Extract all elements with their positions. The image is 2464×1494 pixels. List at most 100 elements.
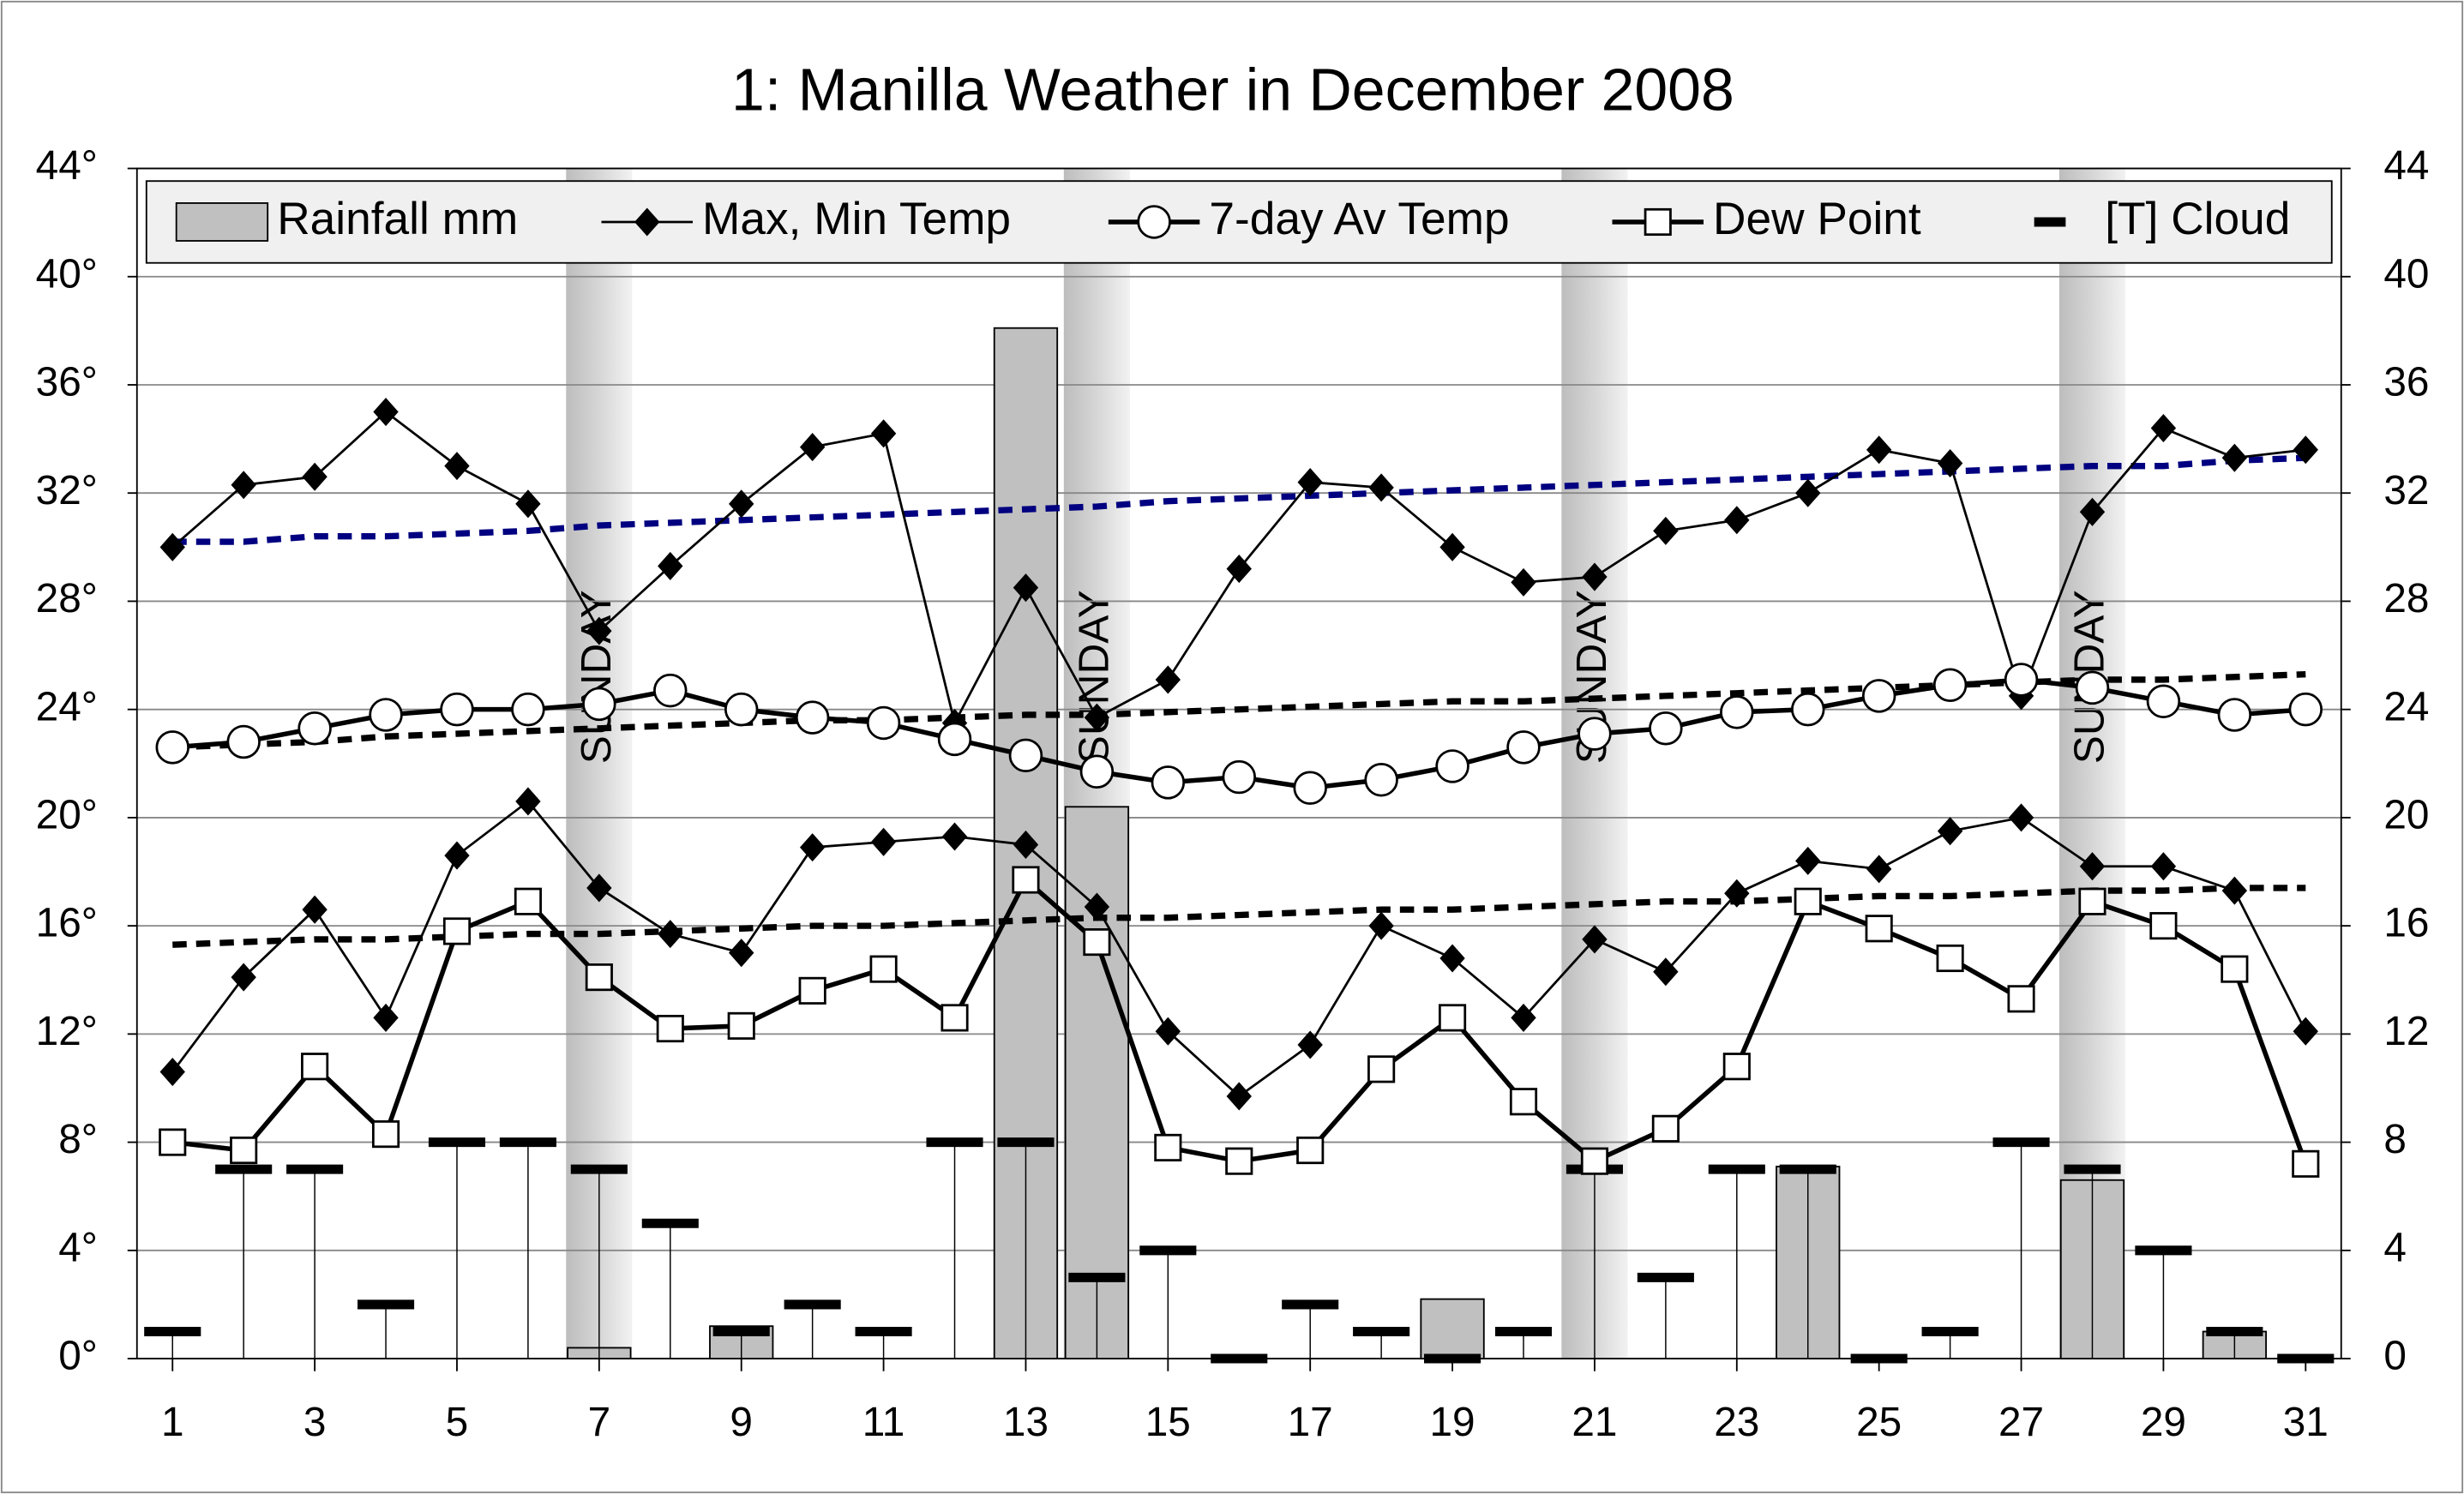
square-marker bbox=[727, 1011, 755, 1040]
rain-bar bbox=[1420, 1298, 1485, 1359]
legend-marker bbox=[634, 207, 660, 237]
circle-marker bbox=[1932, 668, 1968, 703]
x-tick-label: 21 bbox=[1572, 1400, 1617, 1445]
diamond-marker bbox=[515, 787, 541, 816]
x-tick-label: 1 bbox=[161, 1400, 184, 1445]
square-marker bbox=[514, 887, 542, 915]
circle-marker bbox=[511, 692, 545, 727]
diamond-marker bbox=[1724, 879, 1750, 908]
square-marker bbox=[798, 976, 826, 1005]
circle-marker bbox=[1649, 711, 1683, 746]
x-tick-label: 23 bbox=[1714, 1400, 1759, 1445]
sunday-label: SUNDAY bbox=[1069, 590, 1117, 764]
diamond-marker bbox=[1937, 817, 1963, 846]
diamond-marker bbox=[1084, 703, 1110, 732]
diamond-marker bbox=[870, 827, 897, 856]
y-tick-label: 40° bbox=[36, 251, 98, 297]
y-tick-label: 0° bbox=[58, 1334, 98, 1379]
diamond-marker bbox=[515, 489, 541, 519]
circle-marker bbox=[582, 687, 616, 722]
square-marker bbox=[2149, 912, 2178, 940]
diamond-marker bbox=[1866, 855, 1892, 884]
y2-tick-label: 32 bbox=[2383, 468, 2429, 513]
diamond-marker bbox=[2079, 852, 2106, 881]
y-tick-label: 28° bbox=[36, 576, 98, 621]
circle-marker bbox=[795, 700, 830, 735]
x-tick-label: 29 bbox=[2141, 1400, 2186, 1445]
legend-label: 7-day Av Temp bbox=[1209, 194, 1509, 244]
circle-marker bbox=[1151, 765, 1186, 800]
circle-marker bbox=[1720, 695, 1754, 729]
diamond-marker bbox=[658, 920, 683, 949]
circle-marker bbox=[724, 692, 759, 727]
y2-tick-label: 4 bbox=[2383, 1225, 2407, 1270]
circle-marker bbox=[2146, 684, 2181, 718]
diamond-marker bbox=[729, 939, 754, 968]
x-tick-label: 15 bbox=[1145, 1400, 1191, 1445]
diamond-marker bbox=[1439, 532, 1465, 561]
square-marker bbox=[159, 1128, 187, 1156]
circle-marker bbox=[1435, 749, 1469, 783]
diamond-marker bbox=[1368, 911, 1394, 940]
circle-marker bbox=[1079, 754, 1115, 789]
y-tick-label: 36° bbox=[36, 360, 98, 405]
x-tick-label: 13 bbox=[1003, 1400, 1049, 1445]
diamond-marker bbox=[1866, 435, 1892, 465]
square-marker bbox=[2292, 1149, 2320, 1178]
diamond-marker bbox=[1297, 468, 1323, 497]
diamond-marker bbox=[1013, 573, 1039, 603]
diamond-marker bbox=[159, 1058, 185, 1087]
y2-tick-label: 20 bbox=[2383, 793, 2429, 838]
legend-marker bbox=[1137, 205, 1171, 239]
diamond-marker bbox=[2293, 435, 2318, 465]
circle-marker bbox=[1222, 759, 1257, 795]
diamond-marker bbox=[1724, 506, 1750, 535]
diamond-marker bbox=[1795, 846, 1821, 875]
sunday-label: SUNDAY bbox=[572, 590, 620, 764]
square-marker bbox=[371, 1120, 400, 1149]
circle-marker bbox=[1506, 730, 1541, 765]
circle-marker bbox=[937, 722, 972, 757]
diamond-marker bbox=[941, 822, 968, 851]
circle-marker bbox=[2217, 698, 2252, 732]
diamond-marker bbox=[870, 419, 897, 448]
circle-marker bbox=[369, 698, 403, 732]
diamond-marker bbox=[799, 833, 826, 862]
diamond-marker bbox=[1226, 555, 1252, 584]
square-marker bbox=[1651, 1114, 1680, 1143]
y-tick-label: 8° bbox=[58, 1117, 98, 1162]
circle-marker bbox=[297, 711, 332, 746]
diamond-marker bbox=[658, 551, 683, 580]
square-marker bbox=[442, 917, 472, 945]
y-tick-label: 12° bbox=[36, 1009, 98, 1054]
circle-marker bbox=[1791, 692, 1825, 727]
circle-marker bbox=[155, 730, 189, 765]
square-marker bbox=[656, 1014, 684, 1043]
x-tick-label: 31 bbox=[2283, 1400, 2329, 1445]
diamond-marker bbox=[1084, 892, 1110, 921]
square-marker bbox=[1439, 1004, 1467, 1032]
x-tick-label: 27 bbox=[1998, 1400, 2044, 1445]
circle-marker bbox=[2004, 663, 2039, 697]
diamond-marker bbox=[1937, 448, 1963, 478]
square-marker bbox=[1012, 866, 1040, 894]
square-marker bbox=[1794, 887, 1822, 915]
x-tick-label: 9 bbox=[730, 1400, 753, 1445]
diamond-marker bbox=[2079, 497, 2106, 526]
x-tick-label: 3 bbox=[303, 1400, 327, 1445]
y-tick-label: 44° bbox=[36, 143, 98, 189]
diamond-marker bbox=[444, 841, 470, 870]
square-marker bbox=[1936, 944, 1964, 973]
diamond-marker bbox=[2150, 413, 2177, 443]
x-tick-label: 25 bbox=[1856, 1400, 1902, 1445]
legend-swatch bbox=[175, 202, 269, 242]
diamond-marker bbox=[1795, 478, 1821, 507]
diamond-marker bbox=[1155, 665, 1181, 694]
diamond-marker bbox=[1653, 516, 1679, 545]
diamond-marker bbox=[1582, 925, 1608, 954]
legend-marker bbox=[1644, 207, 1672, 237]
legend-label: Dew Point bbox=[1713, 194, 1921, 244]
square-marker bbox=[2007, 985, 2035, 1013]
chart-title: 1: Manilla Weather in December 2008 bbox=[731, 57, 1734, 123]
circle-marker bbox=[2288, 692, 2323, 727]
